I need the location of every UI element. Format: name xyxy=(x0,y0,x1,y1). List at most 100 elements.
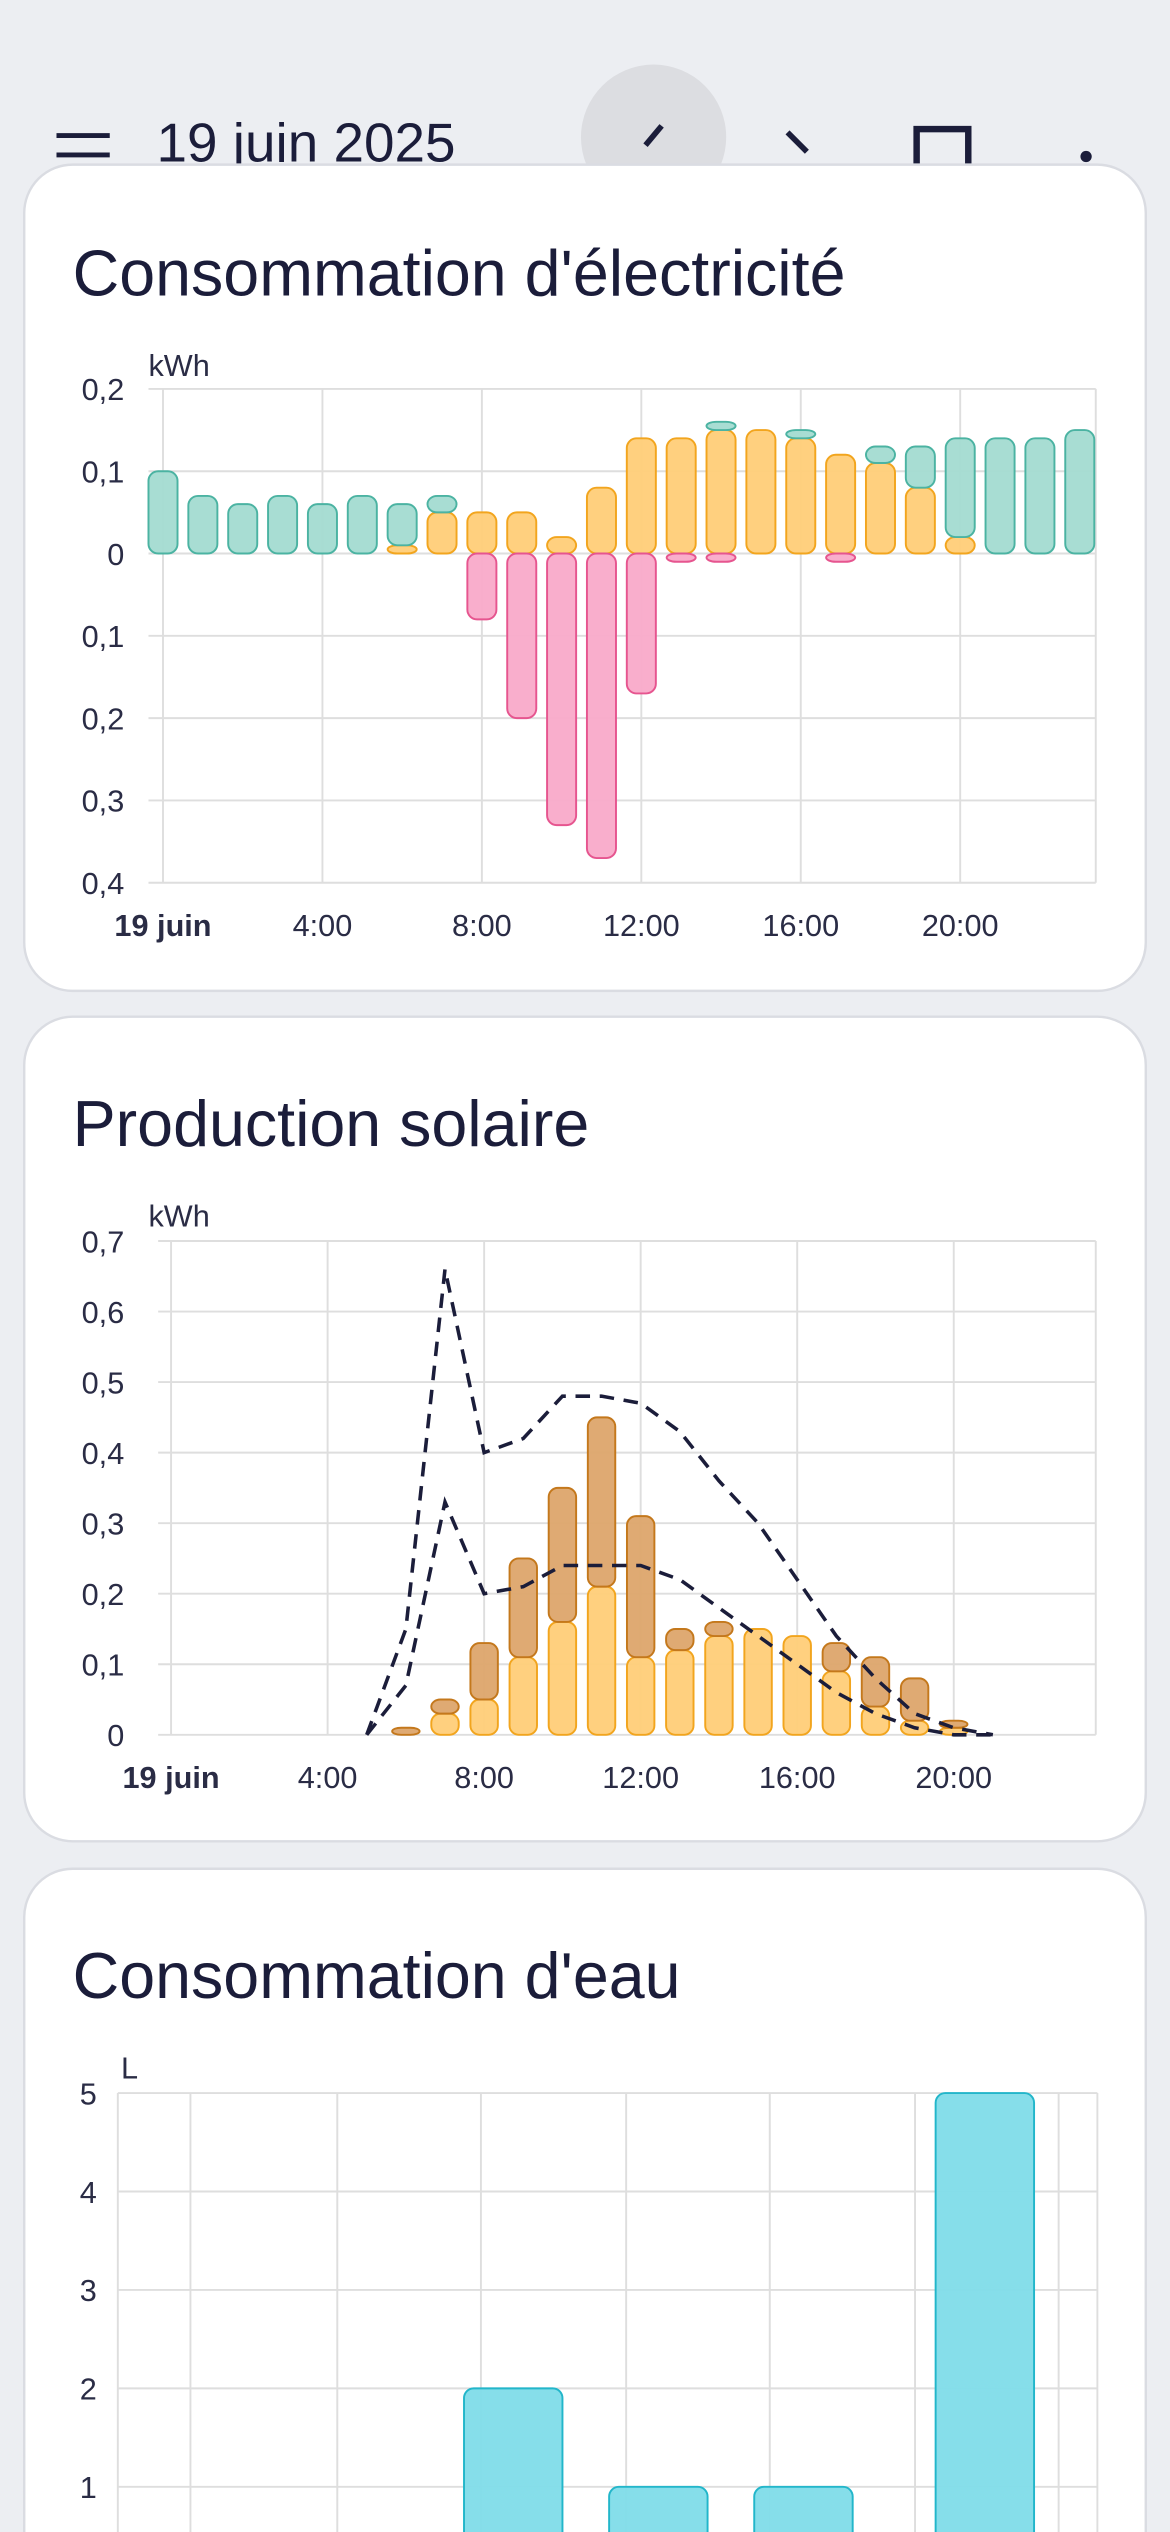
bar-segment xyxy=(753,2485,854,2532)
x-tick-label: 8:00 xyxy=(452,909,512,943)
bar-segment xyxy=(227,503,259,555)
y-tick-label: 0,4 xyxy=(82,867,125,901)
bar-segment xyxy=(821,1642,852,1673)
y-axis-unit: kWh xyxy=(148,1199,209,1233)
bar-segment xyxy=(306,503,338,555)
bar-segment xyxy=(904,445,936,489)
bar-segment xyxy=(1024,437,1056,555)
x-tick-label: 16:00 xyxy=(762,909,839,943)
bar-segment xyxy=(346,494,378,555)
bar-segment xyxy=(506,511,538,555)
x-tick-label: 12:00 xyxy=(602,1761,679,1795)
x-tick-label: 19 juin xyxy=(114,909,211,943)
bar-segment xyxy=(469,1698,499,1736)
bar-segment xyxy=(386,544,418,555)
bar-segment xyxy=(934,2092,1036,2532)
bar-segment xyxy=(430,1712,460,1736)
card-title: Consommation d'eau xyxy=(73,1940,681,2012)
bar-segment xyxy=(547,1486,578,1623)
forecast-line xyxy=(365,1496,993,1737)
bar-segment xyxy=(665,437,697,555)
y-tick-label: 4 xyxy=(80,2176,97,2210)
bar-segment xyxy=(665,552,697,563)
chart: 19 juin 4:00 8:00 12:00 16:00 20:00 0,4 0,3 0,2 0… xyxy=(82,373,1097,943)
bar-segment xyxy=(899,1677,930,1722)
x-tick-label: 16:00 xyxy=(759,1761,836,1795)
bar-segment xyxy=(625,552,657,695)
y-axis-unit: L xyxy=(121,2052,138,2086)
card: Consommation d'eau L 1 2 3 4 5 xyxy=(23,1867,1147,2532)
bar-segment xyxy=(745,429,777,555)
y-tick-label: 3 xyxy=(80,2274,97,2308)
bar-segment xyxy=(665,1628,695,1652)
y-tick-label: 0,6 xyxy=(82,1296,125,1330)
more-button[interactable] xyxy=(1080,150,1092,163)
y-tick-label: 0 xyxy=(107,1719,124,1753)
save-button[interactable] xyxy=(913,125,972,172)
y-tick-label: 0,4 xyxy=(82,1437,125,1471)
bar-segment xyxy=(547,1620,578,1736)
bar-segment xyxy=(586,1416,617,1588)
menu-button[interactable] xyxy=(56,133,110,158)
bar-segment xyxy=(821,1670,852,1736)
bar-segment xyxy=(508,1656,538,1736)
x-tick-label: 20:00 xyxy=(915,1761,992,1795)
bar-segment xyxy=(944,437,976,539)
bar-segment xyxy=(864,445,896,464)
chart: 19 juin 4:00 8:00 12:00 16:00 20:00 0 0,1 0,2 0,3… xyxy=(82,1225,1097,1795)
bar-segment xyxy=(187,494,219,555)
date-label[interactable]: 19 juin 2025 xyxy=(157,111,456,173)
bar-segment xyxy=(508,1557,538,1659)
y-tick-label: 0,3 xyxy=(82,785,125,819)
bar-segment xyxy=(546,536,578,555)
y-axis-unit: kWh xyxy=(148,349,209,383)
y-tick-label: 0,5 xyxy=(82,1366,125,1400)
card-title: Production solaire xyxy=(73,1088,590,1160)
bar-segment xyxy=(391,1726,421,1736)
bar-segment xyxy=(782,1635,812,1736)
bar-segment xyxy=(608,2485,709,2532)
bar-segment xyxy=(704,1635,734,1736)
chart: 1 2 3 4 5 xyxy=(80,2077,1099,2532)
bar-segment xyxy=(705,429,737,555)
bar-segment xyxy=(785,429,817,440)
bar-segment xyxy=(585,552,617,860)
bar-segment xyxy=(386,503,418,547)
y-tick-label: 0,2 xyxy=(82,373,125,407)
bar-segment xyxy=(785,437,817,555)
y-tick-label: 5 xyxy=(80,2077,97,2111)
bar-segment xyxy=(469,1642,499,1701)
bar-segment xyxy=(665,1649,695,1736)
y-tick-label: 2 xyxy=(80,2373,97,2407)
bar-segment xyxy=(546,552,578,827)
bar-segment xyxy=(625,437,657,555)
y-tick-label: 0,1 xyxy=(82,620,125,654)
bar-segment xyxy=(705,420,737,432)
y-tick-label: 0,2 xyxy=(82,702,125,736)
next-button[interactable] xyxy=(785,130,809,154)
bar-segment xyxy=(860,1656,891,1708)
bar-segment xyxy=(466,552,498,621)
x-tick-label: 19 juin xyxy=(123,1761,220,1795)
bar-segment xyxy=(426,511,458,555)
bar-segment xyxy=(904,486,936,555)
x-tick-label: 4:00 xyxy=(298,1761,358,1795)
bar-segment xyxy=(864,462,896,555)
forecast-line xyxy=(365,1268,994,1737)
bar-segment xyxy=(743,1628,773,1736)
card: Consommation d'électricité kWh 19 juin 4:… xyxy=(23,163,1147,993)
bar-segment xyxy=(705,552,737,563)
bar-segment xyxy=(466,511,498,555)
y-tick-label: 0,3 xyxy=(82,1507,125,1541)
bar-segment xyxy=(147,470,179,555)
y-tick-label: 0,1 xyxy=(82,1649,125,1683)
bar-segment xyxy=(944,536,976,555)
x-tick-label: 8:00 xyxy=(454,1761,514,1795)
bar-segment xyxy=(426,494,458,514)
x-tick-label: 12:00 xyxy=(603,909,680,943)
card: Production solaire kWh 19 juin 4:00 8:00 12… xyxy=(23,1015,1147,1843)
bar-segment xyxy=(506,552,538,720)
bar-segment xyxy=(825,453,857,555)
bar-segment xyxy=(625,1515,656,1659)
bar-segment xyxy=(430,1698,460,1715)
